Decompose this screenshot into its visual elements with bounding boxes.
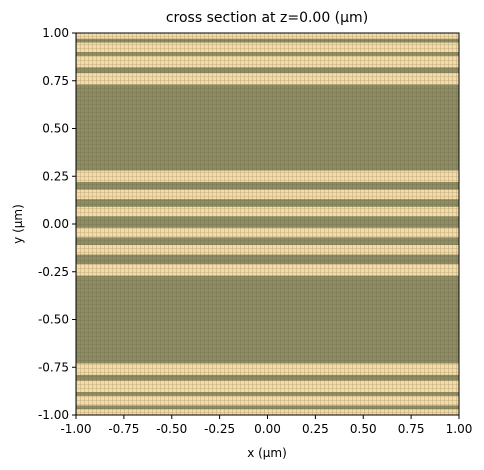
y-tick-label: -0.25: [38, 265, 69, 279]
x-tick-label: 0.00: [254, 422, 281, 436]
chart-title: cross section at z=0.00 (μm): [166, 10, 368, 26]
plot-area: [75, 32, 460, 416]
y-tick-label: 0.00: [42, 217, 69, 231]
x-tick-label: 0.75: [398, 422, 425, 436]
x-tick-label: -0.25: [204, 422, 235, 436]
y-tick-label: 0.25: [42, 169, 69, 183]
x-tick-label: 0.50: [350, 422, 377, 436]
y-tick-label: -0.50: [38, 313, 69, 327]
x-tick-label: -0.75: [108, 422, 139, 436]
y-tick-label: -0.75: [38, 360, 69, 374]
x-tick-label: 1.00: [446, 422, 473, 436]
x-tick-label: -0.50: [156, 422, 187, 436]
x-axis-label: x (μm): [247, 446, 287, 460]
mesh: [76, 33, 459, 415]
y-tick-label: 1.00: [42, 26, 69, 40]
x-tick-label: -1.00: [60, 422, 91, 436]
y-axis-label: y (μm): [11, 204, 25, 244]
y-tick-label: 0.75: [42, 74, 69, 88]
y-tick-label: -1.00: [38, 408, 69, 422]
x-tick-label: 0.25: [302, 422, 329, 436]
y-tick-label: 0.50: [42, 122, 69, 136]
